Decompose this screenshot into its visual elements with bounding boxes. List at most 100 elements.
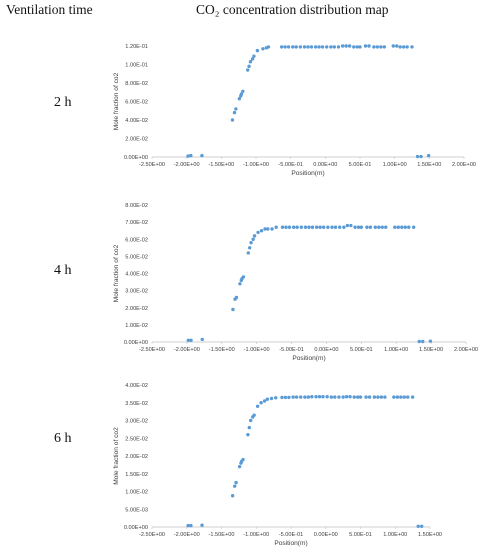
- data-point: [247, 425, 251, 430]
- data-point: [407, 225, 411, 229]
- data-point: [392, 395, 396, 399]
- data-point: [189, 338, 193, 342]
- data-point: [299, 395, 303, 399]
- data-point: [347, 44, 352, 48]
- data-point: [230, 118, 235, 122]
- data-point: [237, 97, 242, 101]
- x-tick-label: -1.50E+00: [208, 162, 234, 168]
- data-point: [186, 523, 190, 528]
- x-tick-label: -2.50E+00: [139, 532, 165, 538]
- data-point: [384, 225, 388, 229]
- data-point: [294, 395, 299, 399]
- data-point: [383, 395, 387, 399]
- data-point: [259, 228, 264, 233]
- y-tick-label: 4.00E-02: [125, 118, 148, 124]
- data-point: [329, 45, 333, 49]
- y-tick-label: 5.00E-03: [125, 507, 148, 513]
- map-title-header: CO₂ concentration distribution map: [196, 2, 389, 17]
- x-tick-label: -5.00E-01: [278, 162, 303, 168]
- data-point: [306, 45, 310, 49]
- data-point: [367, 395, 372, 399]
- data-point: [365, 225, 369, 229]
- data-point: [379, 395, 384, 399]
- data-point: [428, 339, 433, 343]
- y-tick-label: 7.00E-02: [125, 220, 148, 226]
- data-point: [321, 395, 325, 399]
- y-tick-label: 2.00E-02: [125, 454, 148, 460]
- y-tick-label: 2.50E-02: [125, 436, 148, 442]
- data-point: [391, 44, 395, 48]
- x-tick-label: 5.00E-01: [349, 532, 372, 538]
- x-tick-label: 0.00E+00: [314, 347, 338, 353]
- data-point: [233, 484, 237, 488]
- data-point: [248, 418, 253, 423]
- y-tick-label: 1.00E-02: [125, 490, 148, 496]
- data-point: [256, 230, 260, 235]
- data-point: [372, 45, 376, 49]
- data-point: [358, 45, 362, 49]
- y-tick-label: 2.00E-02: [125, 137, 148, 143]
- y-axis-title: Mole fraction of co2: [113, 244, 120, 302]
- y-axis-title: Mole fraction of co2: [113, 72, 120, 130]
- data-point: [363, 44, 368, 48]
- data-point: [419, 154, 423, 159]
- data-point: [314, 225, 319, 229]
- data-point: [332, 45, 337, 49]
- data-point: [349, 223, 353, 228]
- data-point: [415, 154, 420, 159]
- y-tick-label: 1.20E-01: [125, 44, 148, 50]
- data-point: [368, 225, 373, 229]
- data-point: [337, 395, 341, 399]
- data-point: [359, 225, 364, 229]
- data-point: [186, 338, 190, 342]
- y-tick-label: 1.00E-02: [125, 323, 148, 329]
- data-point: [200, 523, 204, 527]
- data-point: [286, 45, 291, 49]
- data-point: [341, 395, 345, 399]
- x-tick-label: -1.00E+00: [243, 162, 269, 168]
- x-tick-label: -1.00E+00: [243, 532, 269, 538]
- data-point: [270, 227, 274, 231]
- y-tick-label: 3.00E-02: [125, 289, 148, 295]
- data-point: [306, 395, 311, 399]
- data-point: [255, 404, 260, 408]
- x-tick-label: 5.00E-01: [349, 162, 372, 168]
- x-tick-label: -2.00E+00: [174, 347, 200, 353]
- data-point: [398, 45, 402, 49]
- y-tick-label: 6.00E-02: [125, 237, 148, 243]
- data-point: [186, 154, 190, 158]
- data-point: [344, 395, 349, 399]
- data-point: [247, 64, 251, 69]
- data-point: [399, 395, 403, 399]
- data-point: [252, 413, 256, 417]
- data-point: [255, 48, 260, 53]
- data-point: [406, 395, 410, 399]
- data-point: [262, 399, 267, 403]
- data-point: [348, 395, 352, 399]
- y-tick-label: 0.00E+00: [124, 340, 148, 346]
- data-point: [333, 395, 337, 399]
- y-tick-label: 4.00E-02: [125, 383, 148, 389]
- data-point: [303, 225, 308, 229]
- y-tick-label: 6.00E-02: [125, 100, 148, 106]
- data-point: [302, 45, 307, 49]
- data-point: [238, 282, 242, 286]
- data-point: [325, 45, 329, 49]
- data-point: [325, 395, 329, 399]
- y-tick-label: 2.00E-02: [125, 306, 148, 312]
- data-point: [248, 60, 253, 64]
- data-point: [307, 225, 311, 229]
- data-point: [320, 45, 325, 49]
- data-point: [294, 45, 298, 49]
- data-point: [200, 153, 204, 158]
- data-point: [377, 225, 381, 229]
- data-point: [393, 225, 397, 229]
- data-point: [237, 464, 242, 469]
- x-tick-label: -1.00E+00: [244, 347, 270, 353]
- data-point: [247, 246, 252, 250]
- x-tick-label: -2.50E+00: [139, 162, 165, 168]
- data-point: [396, 225, 401, 229]
- data-point: [252, 54, 256, 58]
- data-point: [263, 227, 267, 231]
- x-tick-label: 1.00E+00: [383, 532, 407, 538]
